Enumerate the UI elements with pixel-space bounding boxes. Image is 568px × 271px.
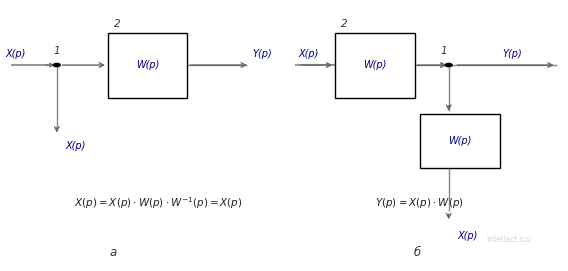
Text: W(p): W(p) [136,60,160,70]
Text: 2: 2 [341,20,348,29]
Text: W(p): W(p) [448,136,472,146]
Text: $Y(p) = X(p) \cdot W(p)$: $Y(p) = X(p) \cdot W(p)$ [375,196,463,210]
Text: 1: 1 [440,47,447,56]
Text: 2: 2 [114,20,120,29]
Text: Y(p): Y(p) [503,49,523,59]
Text: б: б [414,246,421,259]
Bar [335,33,415,98]
Text: X(p): X(p) [298,49,319,59]
Circle shape [445,63,452,67]
Bar [420,114,500,168]
Circle shape [53,63,60,67]
Text: X(p): X(p) [65,141,86,151]
Text: Y(p): Y(p) [253,49,273,59]
Text: X(p): X(p) [6,49,26,59]
Text: a: a [110,246,117,259]
Text: intellect.icu: intellect.icu [486,235,531,244]
Text: X(p): X(p) [457,231,478,241]
Text: W(p): W(p) [363,60,387,70]
Bar [108,33,187,98]
Text: $X(p) = X(p) \cdot W(p) \cdot W^{-1}(p) = X(p)$: $X(p) = X(p) \cdot W(p) \cdot W^{-1}(p) … [74,195,243,211]
Text: 1: 1 [54,47,61,56]
